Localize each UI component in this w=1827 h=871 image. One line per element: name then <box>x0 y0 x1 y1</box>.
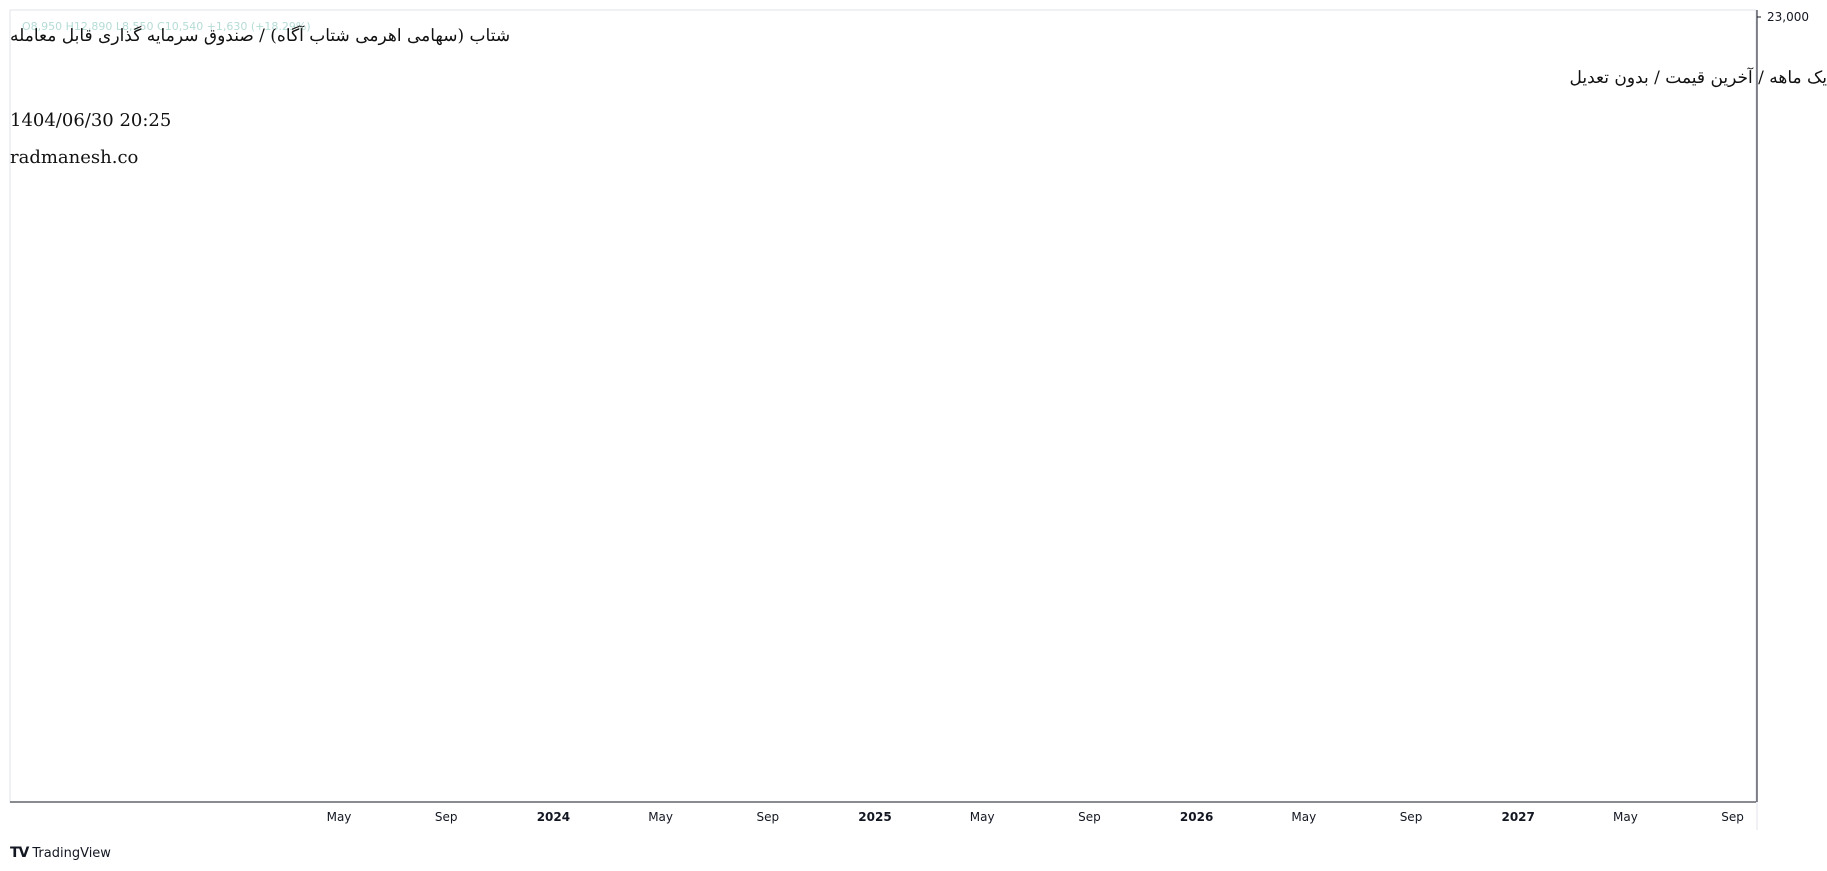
site-watermark: radmanesh.co <box>10 147 139 168</box>
x-tick-label: May <box>1613 810 1638 824</box>
x-tick-label: May <box>648 810 673 824</box>
chart-datetime: 1404/06/30 20:25 <box>10 110 172 131</box>
y-tick-label: 23,000 <box>1767 10 1809 24</box>
x-tick-label: Sep <box>435 810 458 824</box>
x-tick-label: 2027 <box>1501 810 1534 824</box>
x-tick-label: May <box>1291 810 1316 824</box>
x-tick-label: Sep <box>756 810 779 824</box>
tradingview-brand[interactable]: TV TradingView <box>10 845 111 861</box>
chart-title: شتاب (سهامی اهرمی شتاب آگاه) / صندوق سرم… <box>10 26 511 46</box>
x-tick-label: 2025 <box>858 810 891 824</box>
x-tick-label: 2026 <box>1180 810 1213 824</box>
tradingview-logo-icon: TV <box>10 845 29 861</box>
x-tick-label: Sep <box>1078 810 1101 824</box>
x-tick-label: Sep <box>1400 810 1423 824</box>
x-tick-label: Sep <box>1721 810 1744 824</box>
x-tick-label: May <box>970 810 995 824</box>
x-tick-label: May <box>327 810 352 824</box>
x-tick-label: 2024 <box>537 810 570 824</box>
brand-name: TradingView <box>32 845 111 861</box>
chart-subtitle: یک ماهه / آخرین قیمت / بدون تعدیل <box>1569 68 1827 88</box>
ohlc-readout: O8,950 H12,890 L8,550 C10,540 +1,630 (+1… <box>22 20 311 33</box>
